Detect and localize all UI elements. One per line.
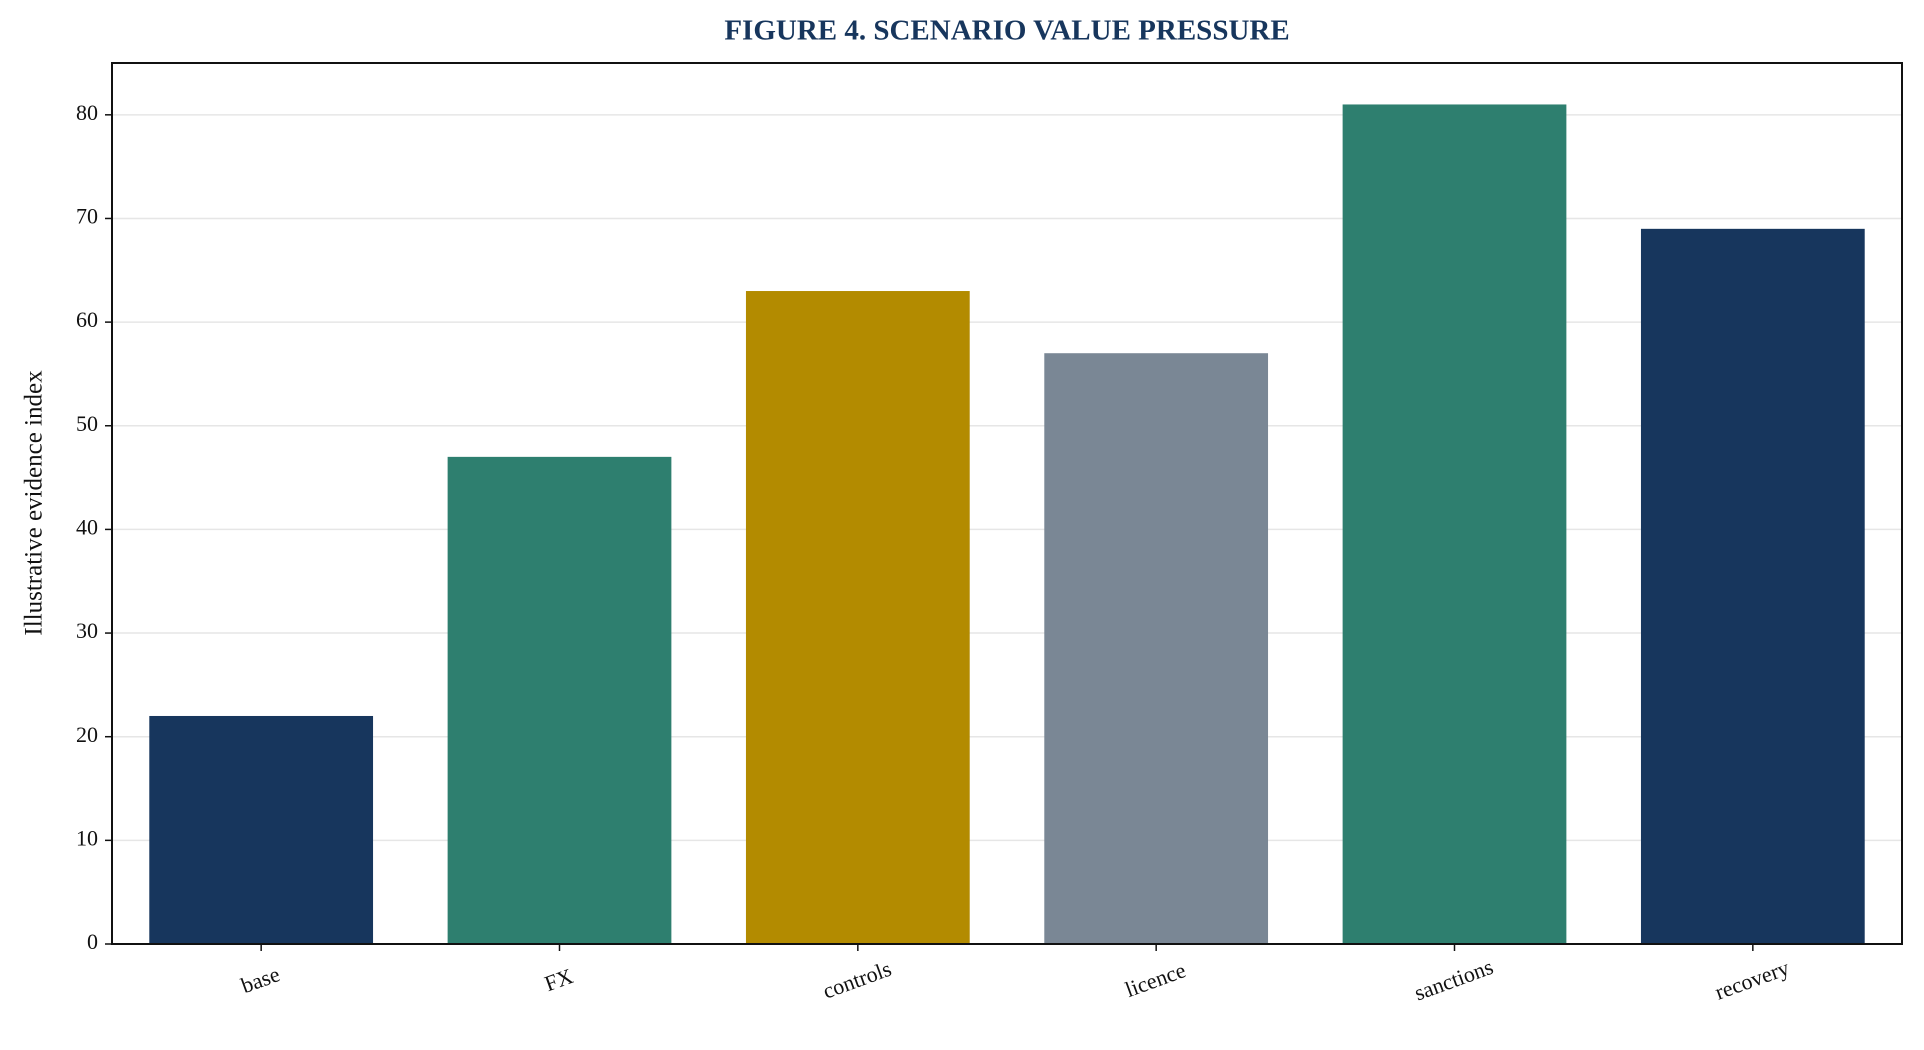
y-tick-label: 20	[76, 722, 98, 747]
y-tick-label: 10	[76, 825, 98, 850]
bar	[447, 456, 672, 944]
x-tick-label: base	[238, 961, 283, 998]
bar	[149, 715, 374, 944]
chart-title: FIGURE 4. SCENARIO VALUE PRESSURE	[724, 15, 1289, 47]
x-tick-label: sanctions	[1411, 954, 1497, 1006]
x-tick-label: recovery	[1712, 955, 1793, 1005]
y-tick-label: 70	[76, 204, 98, 229]
x-tick-label: controls	[819, 956, 894, 1004]
bar	[1640, 228, 1865, 944]
y-tick-label: 50	[76, 411, 98, 436]
y-axis-label: Illustrative evidence index	[21, 370, 48, 636]
x-tick-label: licence	[1122, 957, 1189, 1002]
y-tick-label: 80	[76, 100, 98, 125]
y-tick-label: 60	[76, 307, 98, 332]
bar	[1044, 353, 1269, 944]
plot-frame	[111, 62, 1903, 945]
y-tick-label: 30	[76, 618, 98, 643]
bar	[1342, 104, 1567, 945]
y-tick-label: 40	[76, 514, 98, 539]
x-tick-label: FX	[541, 963, 576, 996]
y-tick-label: 0	[87, 929, 98, 954]
bar	[745, 291, 970, 944]
